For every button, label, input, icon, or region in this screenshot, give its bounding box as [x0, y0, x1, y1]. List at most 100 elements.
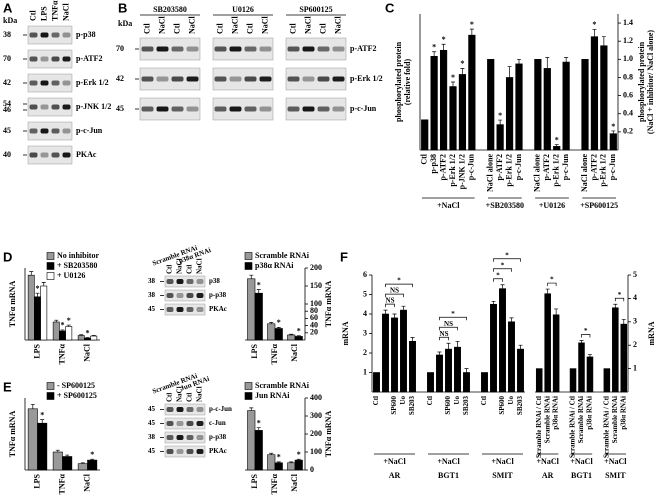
bar [481, 372, 488, 393]
kda-marker: 45 [116, 104, 124, 113]
lane-label: Ctl [166, 393, 174, 402]
blot-band [51, 56, 60, 62]
significance: * [555, 135, 559, 144]
bar [590, 36, 599, 151]
blot-strip [212, 67, 274, 91]
lane-label: NaCl [176, 386, 184, 402]
error-bar [296, 458, 301, 461]
error-bar [509, 317, 514, 322]
protein-label: p-c-Jun [209, 405, 232, 413]
kda-marker: 42 [116, 74, 124, 83]
error-bar [256, 427, 261, 431]
error-bar [79, 334, 84, 336]
error-bar [437, 351, 442, 355]
bar [90, 335, 98, 341]
x-tick-label: LPS [250, 473, 259, 488]
x-tick-label: p-ATF2 [438, 154, 447, 181]
protein-label: p-p38 [76, 30, 96, 39]
legend-label: Scramble RNAi [255, 251, 310, 260]
error-bar [592, 29, 597, 37]
x-tick-label: TNFα [270, 343, 279, 364]
axis-title: mRNA [341, 321, 350, 345]
y-tick-label: 0.4 [623, 109, 633, 118]
error-bar [401, 305, 406, 311]
blot-band [186, 407, 194, 412]
error-bar [601, 36, 606, 46]
x-tick-label: SP600 [498, 396, 506, 415]
bar [445, 348, 452, 393]
error-bar [469, 28, 474, 36]
y-tick-label: 2 [363, 348, 367, 357]
blot-band [229, 106, 242, 112]
significance: * [432, 43, 436, 52]
lane-label: Ctl [142, 23, 151, 34]
x-tick-label: Ctl [426, 396, 434, 405]
y-tick-label: 150 [310, 281, 322, 290]
comparison-bracket [439, 326, 458, 331]
error-bar [40, 419, 45, 424]
y-tick-label: 200 [310, 429, 322, 438]
significance: * [257, 419, 261, 428]
x-tick-label: Uo [507, 396, 515, 405]
x-tick-label: Ctl [420, 153, 429, 164]
legend-label: + SB203580 [57, 261, 97, 270]
legend-label: - SP600125 [57, 381, 95, 390]
blot-band [196, 307, 204, 312]
x-tick-label: Scramble RNAi / Ctl [569, 396, 577, 458]
protein-label: p-JNK 1/2 [76, 102, 111, 111]
x-tick-label: Uo [399, 396, 407, 405]
blot-band [317, 46, 330, 52]
significance: * [297, 327, 301, 336]
x-tick-label: SP600 [390, 396, 398, 415]
error-bar [545, 288, 550, 294]
legend-swatch [46, 262, 55, 270]
bar [294, 336, 303, 341]
y-tick-label: 0 [310, 465, 314, 474]
significance: * [297, 450, 301, 459]
lane-label: LPS [39, 6, 48, 21]
comparison-label: * [451, 310, 455, 318]
y-tick-label: 2 [633, 340, 637, 349]
bar [463, 372, 470, 393]
blot-strip [164, 303, 206, 316]
y-tick-label: 4 [363, 309, 367, 318]
y-tick-label: 0.8 [623, 72, 633, 81]
y-tick-label: 300 [310, 411, 322, 420]
x-tick-label: Ctl [372, 396, 380, 405]
blot-band [171, 46, 184, 52]
blot-band [40, 128, 49, 134]
error-bar [613, 303, 618, 308]
legend-label: p38α RNAi [255, 261, 294, 270]
bar [254, 430, 263, 471]
significance: * [442, 35, 446, 44]
y-tick-label: 1.0 [623, 54, 633, 63]
comparison-bracket [385, 303, 395, 308]
blot-band [244, 106, 257, 112]
blot-band [229, 46, 242, 52]
bar [449, 86, 457, 151]
comparison-bracket [493, 258, 521, 262]
group-treatment: +NaCl [604, 457, 627, 466]
bar [430, 56, 438, 151]
blot-band [29, 80, 38, 86]
error-bar [564, 57, 569, 63]
kda-marker: 54 [3, 99, 11, 108]
blot-band [196, 407, 204, 412]
group-name: BGT1 [438, 471, 459, 480]
bar [27, 274, 35, 341]
protein-label: p-c-Jun [350, 104, 377, 113]
significance: * [277, 453, 281, 462]
axis-title: (NaCl + inhibitor/ NaCl alone) [646, 30, 655, 134]
x-tick-label: LPS [32, 473, 41, 488]
bar [454, 346, 461, 393]
error-bar [256, 289, 261, 294]
blot-band [156, 46, 169, 52]
lane-label: NaCl [196, 386, 204, 402]
blot-band [332, 76, 345, 82]
error-bar [500, 284, 505, 289]
y-tick-label: 400 [310, 393, 322, 402]
blot-band [186, 421, 194, 426]
bar [382, 313, 389, 393]
bar [59, 330, 66, 341]
kda-marker: 45 [148, 305, 156, 313]
